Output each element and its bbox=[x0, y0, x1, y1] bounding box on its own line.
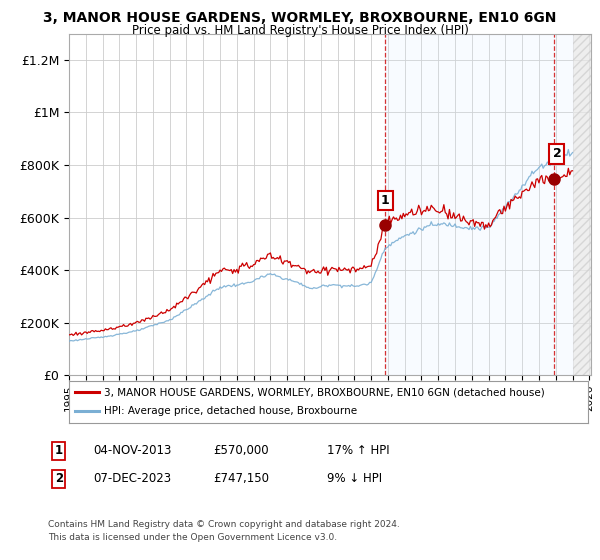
Text: This data is licensed under the Open Government Licence v3.0.: This data is licensed under the Open Gov… bbox=[48, 533, 337, 542]
Text: 9% ↓ HPI: 9% ↓ HPI bbox=[327, 472, 382, 486]
Text: HPI: Average price, detached house, Broxbourne: HPI: Average price, detached house, Brox… bbox=[104, 407, 358, 417]
Text: 04-NOV-2013: 04-NOV-2013 bbox=[93, 444, 172, 458]
Text: 1: 1 bbox=[381, 194, 389, 207]
Text: 17% ↑ HPI: 17% ↑ HPI bbox=[327, 444, 389, 458]
Text: 1: 1 bbox=[55, 444, 63, 458]
Text: 07-DEC-2023: 07-DEC-2023 bbox=[93, 472, 171, 486]
Text: £747,150: £747,150 bbox=[213, 472, 269, 486]
Text: Price paid vs. HM Land Registry's House Price Index (HPI): Price paid vs. HM Land Registry's House … bbox=[131, 24, 469, 36]
Text: 2: 2 bbox=[55, 472, 63, 486]
Text: 3, MANOR HOUSE GARDENS, WORMLEY, BROXBOURNE, EN10 6GN: 3, MANOR HOUSE GARDENS, WORMLEY, BROXBOU… bbox=[43, 11, 557, 25]
Text: Contains HM Land Registry data © Crown copyright and database right 2024.: Contains HM Land Registry data © Crown c… bbox=[48, 520, 400, 529]
Bar bbox=[385, 34, 572, 375]
Text: 2: 2 bbox=[553, 147, 562, 160]
Text: £570,000: £570,000 bbox=[213, 444, 269, 458]
Bar bbox=[572, 0, 591, 375]
Text: 3, MANOR HOUSE GARDENS, WORMLEY, BROXBOURNE, EN10 6GN (detached house): 3, MANOR HOUSE GARDENS, WORMLEY, BROXBOU… bbox=[104, 387, 545, 397]
